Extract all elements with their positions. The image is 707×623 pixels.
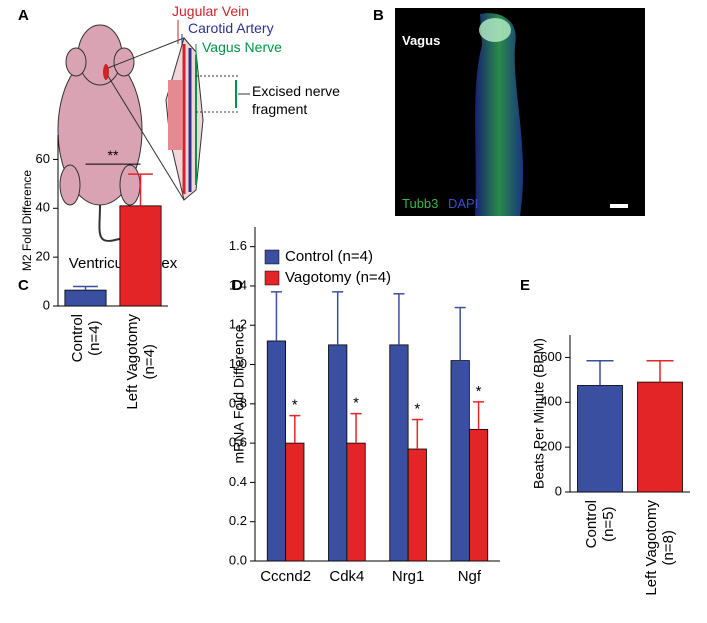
mouse-illustration xyxy=(57,20,250,242)
x-tick-label: Left Vagotomy (n=8) xyxy=(643,500,677,596)
x-tick-label: Ngf xyxy=(458,568,482,585)
panel-label: C xyxy=(18,277,29,294)
significance-label: * xyxy=(353,395,359,412)
x-tick-label: Control (n=5) xyxy=(583,500,617,549)
y-tick-label: 0.4 xyxy=(229,474,247,489)
y-tick-label: 60 xyxy=(36,151,50,166)
panel-label: D xyxy=(232,277,243,294)
diagram-label: Jugular Vein xyxy=(172,3,249,19)
x-tick-label: Nrg1 xyxy=(392,568,425,585)
y-tick-label: 1.0 xyxy=(229,356,247,371)
y-tick-label: 1.2 xyxy=(229,317,247,332)
bar xyxy=(346,442,366,562)
y-tick-label: 0.2 xyxy=(229,513,247,528)
bar xyxy=(389,344,409,562)
stain-label: DAPI xyxy=(448,196,478,211)
significance-label: * xyxy=(292,397,298,414)
diagram-label: Carotid Artery xyxy=(188,20,274,36)
y-tick-label: 1.4 xyxy=(229,277,247,292)
significance-label: * xyxy=(476,383,482,400)
y-tick-label: 1.6 xyxy=(229,238,247,253)
significance-label: * xyxy=(414,401,420,418)
significance-label: ** xyxy=(108,147,119,163)
panel-label: E xyxy=(520,277,530,294)
scale-bar xyxy=(610,204,628,208)
bar xyxy=(407,448,427,562)
bar xyxy=(285,442,305,562)
legend-swatch xyxy=(264,270,280,286)
legend-label: Vagotomy (n=4) xyxy=(285,269,391,286)
panel-label: B xyxy=(373,7,384,24)
x-tick-label: Cccnd2 xyxy=(260,568,311,585)
bar xyxy=(577,385,623,493)
bar xyxy=(64,289,107,307)
bar xyxy=(468,428,489,562)
nerve-image xyxy=(475,13,524,216)
bar xyxy=(637,381,683,493)
y-tick-label: 200 xyxy=(540,439,562,454)
bar xyxy=(328,344,348,562)
y-axis-label: M2 Fold Difference xyxy=(20,170,34,271)
y-tick-label: 400 xyxy=(540,394,562,409)
y-tick-label: 600 xyxy=(540,349,562,364)
legend-label: Control (n=4) xyxy=(285,248,373,265)
y-tick-label: 0.0 xyxy=(229,552,247,567)
y-tick-label: 0 xyxy=(43,297,50,312)
legend-swatch xyxy=(264,249,280,265)
stain-label: Tubb3 xyxy=(402,196,438,211)
y-tick-label: 0 xyxy=(555,483,562,498)
micrograph-title: Vagus xyxy=(402,33,440,48)
y-tick-label: 0.6 xyxy=(229,435,247,450)
diagram-label: Vagus Nerve xyxy=(202,39,282,55)
x-tick-label: Control (n=4) xyxy=(68,314,103,363)
y-axis-label: mRNA Fold Difference xyxy=(231,324,247,463)
bar xyxy=(450,360,470,562)
y-axis-label: Beats Per Minute (BPM) xyxy=(531,338,547,489)
panel-label: A xyxy=(18,7,29,24)
diagram-label: Excised nerve fragment xyxy=(252,83,340,117)
nerve-image xyxy=(479,18,511,42)
bar xyxy=(119,205,162,307)
x-tick-label: Cdk4 xyxy=(329,568,364,585)
x-tick-label: Left Vagotomy (n=4) xyxy=(123,314,158,410)
bar xyxy=(266,340,287,562)
y-tick-label: 40 xyxy=(36,200,50,215)
y-tick-label: 0.8 xyxy=(229,395,247,410)
y-tick-label: 20 xyxy=(36,249,50,264)
